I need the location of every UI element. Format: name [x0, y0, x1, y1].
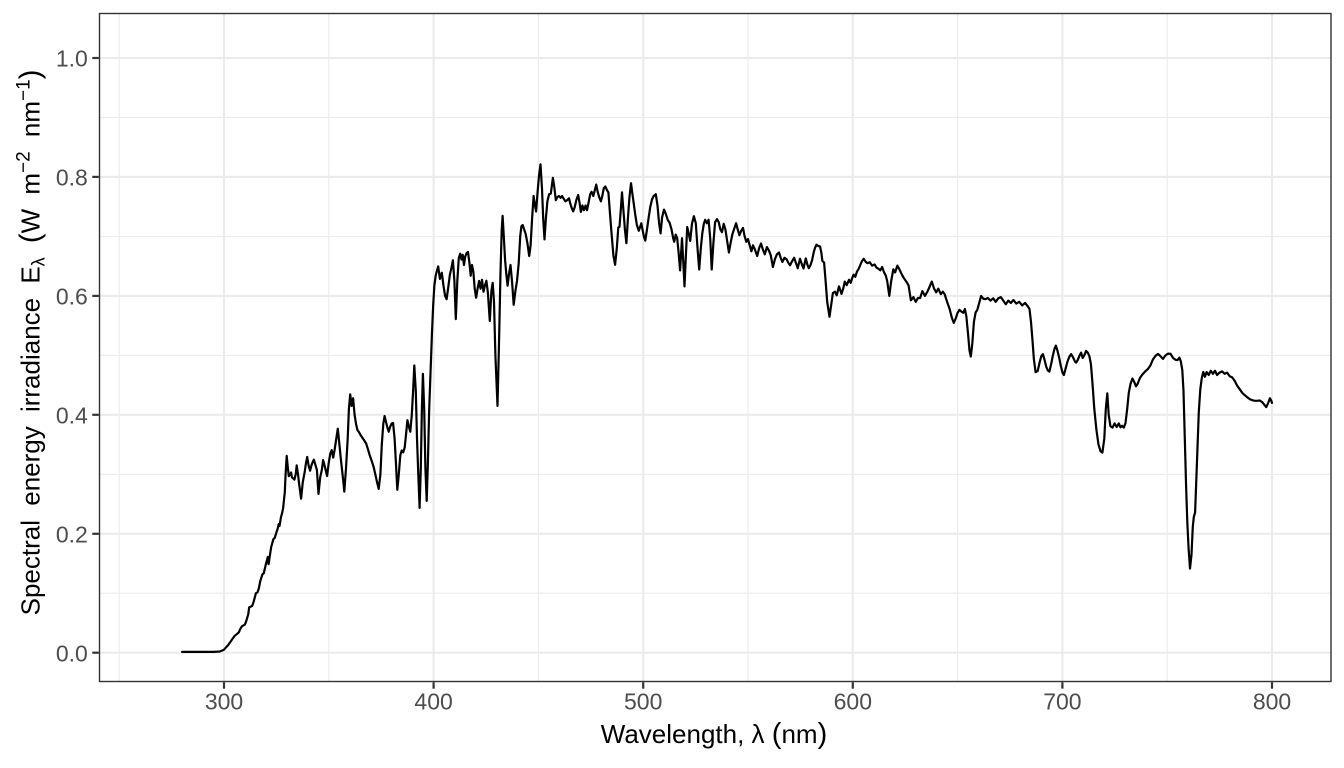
svg-text:Spectral energy irradiance Eλ: Spectral energy irradiance Eλ (W m−2 nm−… — [13, 70, 48, 616]
svg-text:Wavelength, λ (nm): Wavelength, λ (nm) — [601, 718, 827, 750]
svg-text:0.6: 0.6 — [56, 284, 88, 310]
svg-text:400: 400 — [414, 689, 452, 715]
svg-text:500: 500 — [624, 689, 662, 715]
svg-text:0.0: 0.0 — [56, 640, 88, 666]
svg-text:800: 800 — [1253, 689, 1291, 715]
svg-text:0.4: 0.4 — [56, 403, 88, 429]
svg-text:1.0: 1.0 — [56, 46, 88, 72]
svg-text:300: 300 — [205, 689, 243, 715]
svg-text:600: 600 — [834, 689, 872, 715]
svg-text:0.2: 0.2 — [56, 522, 88, 548]
svg-text:0.8: 0.8 — [56, 165, 88, 191]
svg-text:700: 700 — [1043, 689, 1081, 715]
